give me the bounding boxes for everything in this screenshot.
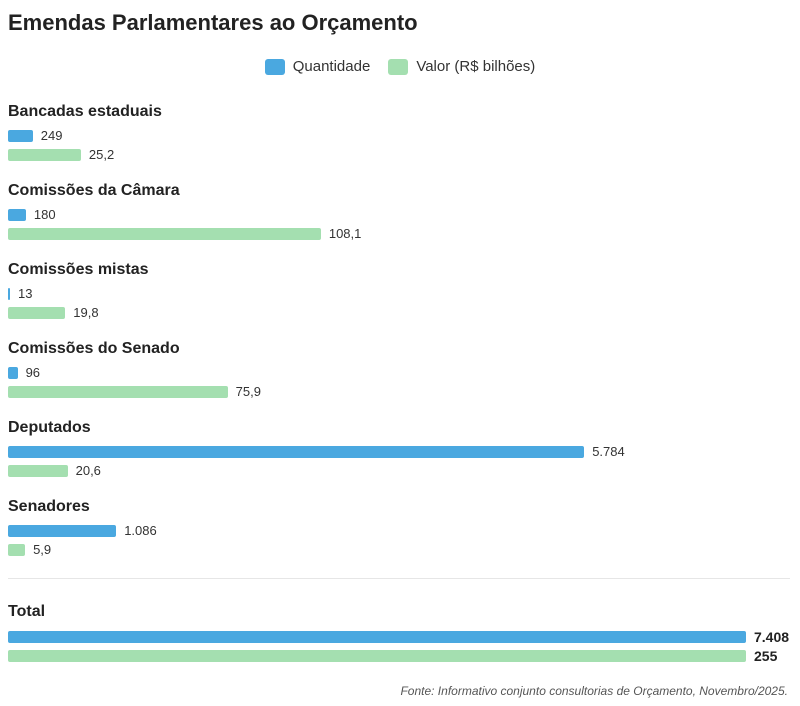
quantidade-deputados-value-label: 5.784 <box>592 444 625 459</box>
quantidade-total-bar <box>8 631 746 643</box>
category-label-comissoes-do-senado: Comissões do Senado <box>8 340 180 357</box>
quantidade-bancadas-estaduais-value-label: 249 <box>40 128 63 143</box>
legend: Quantidade Valor (R$ bilhões) <box>0 58 800 75</box>
quantidade-senadores-bar <box>8 525 117 537</box>
valor-bancadas-estaduais-value-label: 25,2 <box>88 147 115 162</box>
source-note: Fonte: Informativo conjunto consultorias… <box>400 684 788 698</box>
valor-comissoes-da-camara-value-label: 108,1 <box>328 226 362 241</box>
valor-deputados-bar <box>8 465 68 477</box>
valor-comissoes-do-senado-bar <box>8 386 228 398</box>
legend-item-quantidade: Quantidade <box>264 58 371 75</box>
category-label-total: Total <box>8 603 46 620</box>
valor-bancadas-estaduais-bar <box>8 149 81 161</box>
quantidade-bancadas-estaduais-bar <box>8 130 33 142</box>
quantidade-total-value-label: 7.408 <box>754 629 790 645</box>
legend-item-valor: Valor (R$ bilhões) <box>388 58 535 75</box>
valor-deputados-value-label: 20,6 <box>75 463 101 478</box>
valor-senadores-value-label: 5,9 <box>33 542 52 557</box>
valor-comissoes-da-camara-bar <box>8 228 321 240</box>
category-label-comissoes-mistas: Comissões mistas <box>8 261 149 278</box>
category-label-comissoes-da-camara: Comissões da Câmara <box>8 182 180 199</box>
quantidade-deputados-bar <box>8 446 585 458</box>
quantidade-comissoes-mistas-bar <box>8 288 10 300</box>
valor-senadores-bar <box>8 544 26 556</box>
legend-swatch-quantidade <box>264 58 285 75</box>
quantidade-senadores-value-label: 1.086 <box>124 523 157 538</box>
legend-swatch-valor <box>388 58 409 75</box>
quantidade-comissoes-da-camara-value-label: 180 <box>33 207 56 222</box>
quantidade-comissoes-mistas-value-label: 13 <box>18 286 33 301</box>
legend-label-valor: Valor (R$ bilhões) <box>416 58 536 75</box>
valor-total-value-label: 255 <box>754 648 778 664</box>
valor-comissoes-mistas-value-label: 19,8 <box>73 305 99 320</box>
quantidade-comissoes-do-senado-value-label: 96 <box>25 365 41 380</box>
valor-comissoes-mistas-bar <box>8 307 66 319</box>
legend-label-quantidade: Quantidade <box>292 58 371 75</box>
divider <box>8 578 790 579</box>
valor-total-bar <box>8 650 746 662</box>
chart-title: Emendas Parlamentares ao Orçamento <box>8 10 418 35</box>
category-label-senadores: Senadores <box>8 498 90 515</box>
category-label-deputados: Deputados <box>8 419 91 436</box>
category-label-bancadas-estaduais: Bancadas estaduais <box>8 103 162 120</box>
quantidade-comissoes-do-senado-bar <box>8 367 18 379</box>
valor-comissoes-do-senado-value-label: 75,9 <box>235 384 261 399</box>
quantidade-comissoes-da-camara-bar <box>8 209 26 221</box>
